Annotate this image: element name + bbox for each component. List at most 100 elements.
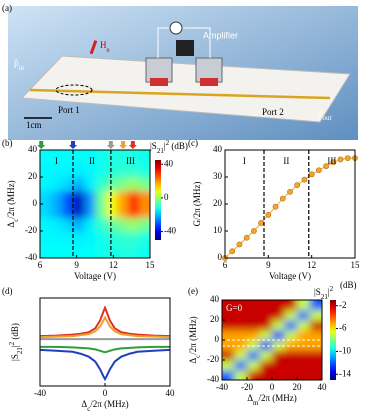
x-tick-label: -40	[34, 388, 46, 398]
data-point	[243, 234, 250, 241]
heatmap-cell	[139, 150, 150, 164]
label-part: e	[107, 46, 110, 54]
heatmap-cell	[139, 190, 150, 205]
heatmap-cell	[284, 320, 298, 331]
y-tick-label: 10	[213, 225, 223, 235]
field-label: He	[100, 40, 110, 54]
heatmap-cell	[117, 177, 129, 191]
data-point	[258, 219, 265, 226]
panel-tag: (d)	[2, 286, 13, 296]
heatmap-cell	[40, 231, 52, 245]
heatmap-cell	[139, 204, 150, 218]
heatmap-cell	[95, 163, 107, 178]
heatmap	[40, 150, 150, 258]
heatmap-cell	[297, 340, 310, 351]
heatmap-cell	[139, 231, 150, 245]
amplifier-box	[176, 40, 194, 56]
x-tick-label: 0	[103, 388, 108, 398]
heatmap-cell	[117, 150, 129, 164]
yig-sphere	[55, 84, 93, 96]
heatmap-cell	[139, 217, 150, 232]
heatmap-cell	[40, 177, 52, 191]
heatmap-cell	[73, 217, 85, 232]
heatmap-cell	[259, 340, 273, 351]
heatmap-cell	[128, 204, 140, 218]
colorbar-unit: (dB)	[340, 280, 357, 290]
heatmap-cell	[284, 330, 298, 341]
y-tick-label: 40	[28, 144, 38, 154]
series-line	[39, 348, 171, 382]
heatmap-cell	[247, 310, 260, 321]
y-tick-label: 20	[213, 198, 223, 208]
heatmap-cell	[272, 350, 285, 361]
heatmap-cell	[51, 231, 63, 245]
data-point	[323, 163, 330, 170]
heatmap-cells	[222, 300, 322, 380]
heatmap-cell	[51, 177, 63, 191]
heatmap-cells	[40, 150, 150, 258]
data-point	[301, 176, 308, 183]
x-tick-label: 9	[266, 260, 271, 270]
heatmap-cell	[95, 217, 107, 232]
heatmap-cell	[222, 340, 235, 351]
heatmap-cell	[247, 330, 260, 341]
heatmap-cell	[62, 150, 74, 164]
label-part: |S	[10, 354, 20, 361]
x-tick-label: 0	[270, 382, 275, 392]
heatmap-cell	[139, 163, 150, 178]
label-part: 21	[321, 293, 329, 301]
label-part: c	[194, 355, 202, 358]
heatmap-cell	[40, 190, 52, 205]
heatmap-cell	[247, 340, 260, 351]
colorbar-label: |S21|2	[314, 285, 334, 301]
label-part: |	[164, 141, 166, 151]
heatmap-cell	[309, 340, 322, 351]
label-part: (dB)	[10, 323, 20, 342]
heatmap-cell	[297, 360, 310, 371]
heatmap-cell	[297, 350, 310, 361]
heatmap-cell	[272, 370, 285, 380]
heatmap-cell	[309, 310, 322, 321]
heatmap-cell	[106, 217, 118, 232]
plot-frame	[224, 149, 356, 259]
label-part: 2	[8, 341, 16, 345]
data-point	[279, 195, 286, 202]
label-part: /2π (MHz)	[188, 316, 198, 354]
heatmap-cell	[272, 300, 285, 311]
port-label: Port 1	[58, 105, 80, 115]
heatmap-cell	[259, 300, 273, 311]
heatmap-cell	[117, 244, 129, 258]
label-part: H	[100, 40, 107, 50]
heatmap-cell	[259, 310, 273, 321]
heatmap-cell	[95, 204, 107, 218]
y-tick-label: 0	[33, 198, 38, 208]
y-tick-label: 0	[218, 252, 223, 262]
heatmap-cell	[234, 370, 248, 380]
data-line	[224, 157, 355, 259]
heatmap-cell	[247, 300, 260, 311]
heatmap-cell	[139, 177, 150, 191]
heatmap-cell	[297, 320, 310, 331]
region-label: I	[243, 156, 246, 166]
heatmap-cell	[272, 310, 285, 321]
heatmap-cell	[117, 163, 129, 178]
data-point	[344, 155, 351, 161]
x-tick-label: -20	[241, 382, 253, 392]
heatmap-cell	[117, 190, 129, 205]
heatmap-cell	[259, 360, 273, 371]
y-axis-label: G/2π (MHz)	[192, 182, 202, 227]
heatmap-cell	[259, 330, 273, 341]
heatmap	[222, 300, 322, 380]
heatmap-cell	[247, 370, 260, 380]
heatmap-cell	[40, 217, 52, 232]
series-line	[40, 345, 170, 354]
heatmap-cell	[234, 340, 248, 351]
heatmap-cell	[73, 244, 85, 258]
heatmap-cell	[222, 360, 235, 371]
heatmap-cell	[284, 340, 298, 351]
x-tick-label: 15	[351, 260, 361, 270]
heatmap-cell	[128, 217, 140, 232]
heatmap-cell	[106, 231, 118, 245]
heatmap-cell	[222, 330, 235, 341]
heatmap-cell	[259, 320, 273, 331]
